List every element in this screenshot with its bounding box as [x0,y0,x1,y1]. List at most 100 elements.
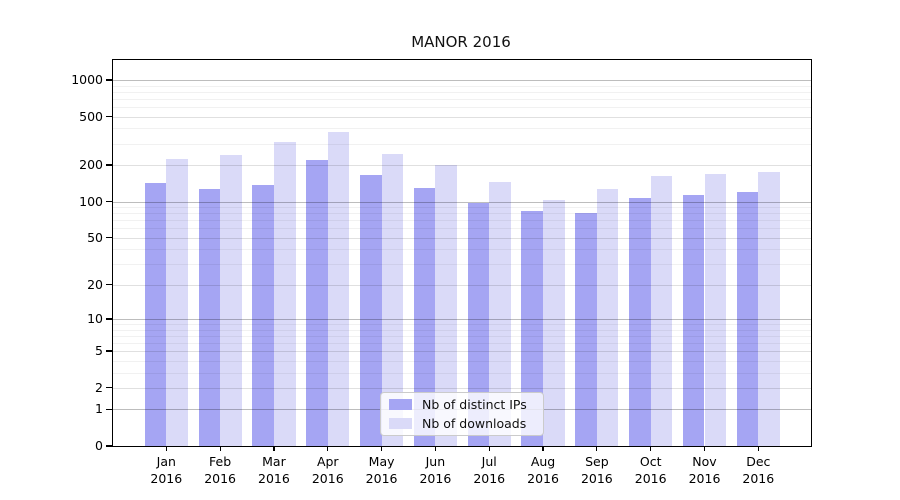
year-label: 2016 [742,470,775,486]
gridline-60 [113,228,811,230]
x-tick-jan [165,446,167,451]
bar-distinct-ips-jul [467,202,490,446]
bar-downloads-jul [489,182,511,446]
gridline-200 [113,165,811,167]
bar-distinct-ips-sep [575,212,597,446]
gridline-80 [113,213,811,215]
y-tick-0 [106,445,113,447]
gridline-100 [113,201,811,203]
year-label: 2016 [473,470,506,486]
x-tick-label-jun: Jun 2016 [403,454,467,488]
x-tick-label-mar: Mar 2016 [242,454,306,488]
gridline-700 [113,98,811,100]
x-tick-label-sep: Sep 2016 [565,454,629,488]
y-tick-label-2: 2 [95,379,103,395]
gridline-1000 [113,80,811,82]
month-label: Jan [156,454,176,469]
gridline-5 [113,351,811,353]
gridline-6 [113,342,811,344]
x-tick-aug [542,446,544,451]
gridline-90 [113,207,811,209]
month-label: Dec [746,454,771,469]
gridline-900 [113,85,811,87]
gridline-500 [113,116,811,118]
year-label: 2016 [311,470,344,486]
bar-distinct-ips-apr [306,159,328,446]
x-tick-jul [488,446,490,451]
bar-distinct-ips-feb [198,189,221,446]
bar-distinct-ips-nov [682,194,705,446]
y-tick-1 [106,408,113,410]
year-label: 2016 [634,470,667,486]
legend: Nb of distinct IPs Nb of downloads [380,392,544,436]
y-tick-10 [106,318,113,320]
month-label: Nov [692,454,717,469]
bar-distinct-ips-aug [521,210,544,446]
x-tick-label-aug: Aug 2016 [511,454,575,488]
y-tick-label-500: 500 [79,108,103,124]
legend-swatch-downloads [389,418,412,429]
y-tick-5 [106,350,113,352]
bar-downloads-oct [650,175,673,446]
y-tick-label-20: 20 [87,276,103,292]
x-tick-oct [650,446,652,451]
y-tick-label-1000: 1000 [71,72,103,88]
bar-distinct-ips-may [359,175,382,446]
year-label: 2016 [419,470,452,486]
bar-downloads-dec [758,172,780,446]
bar-downloads-nov [704,174,727,446]
year-label: 2016 [527,470,559,486]
y-tick-100 [106,200,113,203]
bar-downloads-aug [543,199,565,446]
gridline-800 [113,91,811,93]
x-tick-jun [434,446,436,451]
month-label: Oct [639,454,662,469]
x-tick-dec [757,446,759,451]
legend-label-downloads: Nb of downloads [422,416,527,431]
legend-row-downloads: Nb of downloads [381,416,543,431]
bar-downloads-mar [273,142,296,446]
gridline-3 [113,372,811,374]
month-label: May [368,454,395,469]
year-label: 2016 [150,470,183,486]
x-tick-label-dec: Dec 2016 [726,454,790,488]
gridline-30 [113,264,811,266]
y-tick-50 [106,237,113,239]
bar-downloads-may [381,153,404,446]
year-label: 2016 [365,470,398,486]
plot-area: 0 1 2 5 10 20 50 100 200 500 1000 Jan 2016 Feb 2016 Ma… [71,59,812,486]
x-tick-label-oct: Oct 2016 [619,454,683,488]
y-tick-500 [106,116,113,118]
x-tick-label-apr: Apr 2016 [296,454,360,488]
y-tick-label-50: 50 [87,229,103,245]
year-label: 2016 [258,470,290,486]
x-tick-nov [703,446,706,451]
bar-distinct-ips-jun [413,188,436,446]
bar-downloads-sep [596,189,619,446]
bar-downloads-apr [327,132,350,446]
legend-label-distinct-ips: Nb of distinct IPs [422,397,527,412]
bar-downloads-jan [166,158,188,446]
month-label: Feb [209,454,232,469]
chart-title: MANOR 2016 [411,33,511,51]
legend-swatch-distinct-ips [389,399,412,410]
month-label: Apr [316,454,339,469]
x-tick-label-feb: Feb 2016 [188,454,252,488]
y-tick-label-200: 200 [79,157,103,173]
x-tick-label-jan: Jan 2016 [134,454,198,488]
y-tick-1000 [106,79,113,81]
x-tick-apr [327,446,329,451]
y-tick-20 [106,284,113,286]
gridline-7 [113,335,811,337]
bar-downloads-feb [220,155,242,446]
month-label: Sep [585,454,609,469]
bar-distinct-ips-oct [629,197,651,446]
month-label: Jun [425,454,446,469]
gridline-400 [113,128,811,130]
gridline-50 [113,237,811,239]
gridline-600 [113,107,811,109]
y-tick-200 [106,164,113,166]
gridline-10 [113,318,811,320]
y-tick-label-100: 100 [79,193,103,209]
